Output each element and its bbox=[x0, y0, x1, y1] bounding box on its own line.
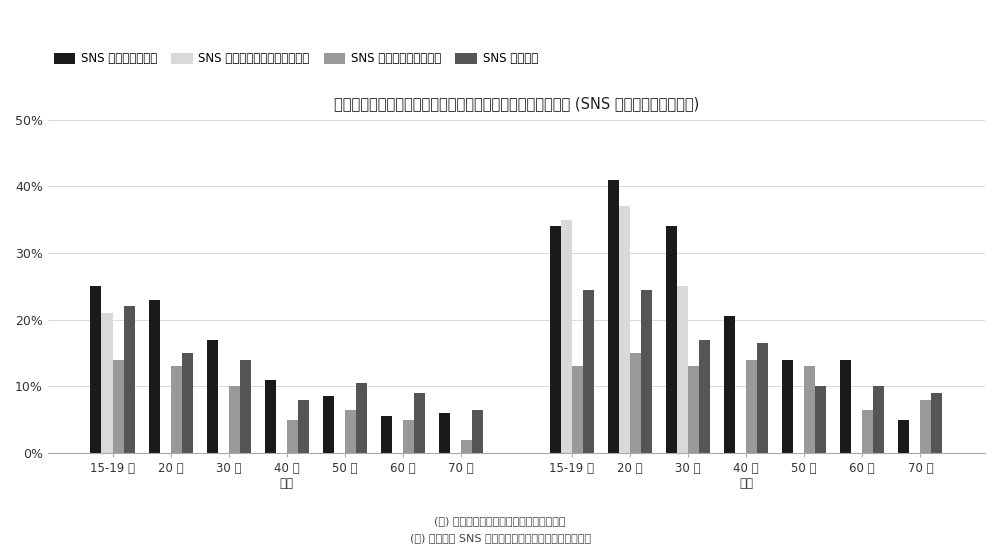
Bar bbox=[840, 360, 851, 453]
Bar bbox=[439, 413, 450, 453]
Bar bbox=[898, 420, 909, 453]
Bar bbox=[124, 306, 135, 453]
Bar bbox=[746, 360, 757, 453]
Text: (注) 全アンケート対象者を分母とした割合: (注) 全アンケート対象者を分母とした割合 bbox=[434, 517, 566, 527]
Bar bbox=[699, 340, 710, 453]
Bar bbox=[724, 316, 735, 453]
Bar bbox=[113, 360, 124, 453]
Bar bbox=[757, 343, 768, 453]
Bar bbox=[920, 400, 931, 453]
Bar bbox=[265, 380, 276, 453]
Bar bbox=[461, 440, 472, 453]
Bar bbox=[572, 366, 583, 453]
Bar bbox=[608, 180, 619, 453]
Bar bbox=[229, 386, 240, 453]
Bar bbox=[688, 366, 699, 453]
Bar bbox=[403, 420, 414, 453]
Bar bbox=[101, 313, 113, 453]
Bar bbox=[583, 290, 594, 453]
Bar bbox=[619, 206, 630, 453]
Bar bbox=[207, 340, 218, 453]
Bar bbox=[550, 226, 561, 453]
Bar bbox=[804, 366, 815, 453]
Bar bbox=[873, 386, 884, 453]
Bar bbox=[323, 396, 334, 453]
Bar bbox=[298, 400, 309, 453]
Bar bbox=[381, 416, 392, 453]
Bar bbox=[862, 410, 873, 453]
Bar bbox=[666, 226, 677, 453]
Bar bbox=[931, 393, 942, 453]
Bar bbox=[414, 393, 425, 453]
Bar bbox=[782, 360, 793, 453]
Bar bbox=[641, 290, 652, 453]
Bar bbox=[182, 353, 193, 453]
Bar bbox=[677, 286, 688, 453]
Bar bbox=[356, 383, 367, 453]
Bar bbox=[171, 366, 182, 453]
Legend: SNS の一般人の投稿, SNS のインフルエンサーの投稿, SNS の企業や店舗の投稿, SNS 上の広告: SNS の一般人の投稿, SNS のインフルエンサーの投稿, SNS の企業や店… bbox=[54, 52, 538, 65]
Bar bbox=[149, 300, 160, 453]
Bar bbox=[472, 410, 483, 453]
Bar bbox=[561, 220, 572, 453]
Bar bbox=[287, 420, 298, 453]
Bar bbox=[240, 360, 251, 453]
Bar bbox=[815, 386, 826, 453]
Title: 商品・サービスを購入する際に、知るきっかけとなる情報源 (SNS 詳細、性別・年代別): 商品・サービスを購入する際に、知るきっかけとなる情報源 (SNS 詳細、性別・年… bbox=[334, 97, 699, 112]
Bar bbox=[630, 353, 641, 453]
Bar bbox=[345, 410, 356, 453]
Text: (注) 選択肢は SNS 関連の６項目中、上位４項目を抜粋: (注) 選択肢は SNS 関連の６項目中、上位４項目を抜粋 bbox=[410, 533, 590, 543]
Bar bbox=[90, 286, 101, 453]
